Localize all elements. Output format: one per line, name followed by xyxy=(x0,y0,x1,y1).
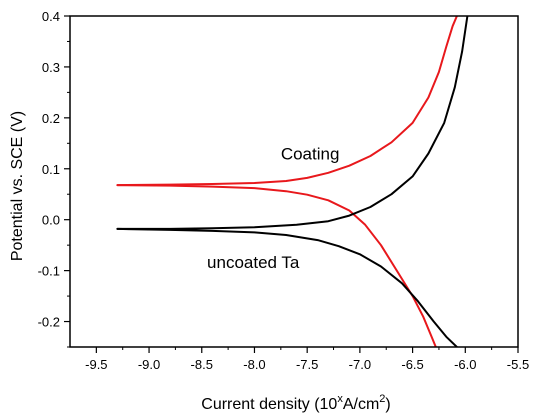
y-tick-label: 0.3 xyxy=(42,60,60,75)
y-tick-label: 0.2 xyxy=(42,111,60,126)
y-tick-label: 0.0 xyxy=(42,213,60,228)
x-tick-label: -7.5 xyxy=(296,357,318,372)
coating-anodic-curve xyxy=(116,16,458,187)
annotations-layer: Coating uncoated Ta xyxy=(207,145,339,272)
x-tick-label: -9.5 xyxy=(85,357,107,372)
x-tick-label: -9.0 xyxy=(138,357,160,372)
y-tick-label: -0.1 xyxy=(38,264,60,279)
y-tick-label: -0.2 xyxy=(38,315,60,330)
curves-layer xyxy=(116,16,469,347)
x-tick-label: -8.0 xyxy=(243,357,265,372)
x-tick-label: -7.0 xyxy=(349,357,371,372)
x-axis-title: Current density (10xA/cm2) xyxy=(201,393,390,413)
x-tick-label: -6.5 xyxy=(401,357,423,372)
y-tick-label: 0.1 xyxy=(42,162,60,177)
uncoated-ta-cathodic-curve xyxy=(116,227,458,347)
plot-frame xyxy=(69,15,519,348)
y-tick-label: 0.4 xyxy=(42,9,60,24)
y-axis-ticks: -0.2 -0.1 0.0 0.1 0.2 0.3 0.4 xyxy=(38,9,70,348)
coating-cathodic-curve xyxy=(116,184,437,347)
uncoated-ta-anodic-curve xyxy=(116,16,469,230)
y-axis-title: Potential vs. SCE (V) xyxy=(9,111,26,261)
curve-annotation: uncoated Ta xyxy=(207,253,300,272)
x-tick-label: -8.5 xyxy=(191,357,213,372)
curve-annotation: Coating xyxy=(281,145,340,164)
x-axis-ticks: -9.5 -9.0 -8.5 -8.0 -7.5 -7.0 -6.5 -6.0 -5.5 xyxy=(85,347,529,372)
x-tick-label: -6.0 xyxy=(454,357,476,372)
x-tick-label: -5.5 xyxy=(507,357,529,372)
